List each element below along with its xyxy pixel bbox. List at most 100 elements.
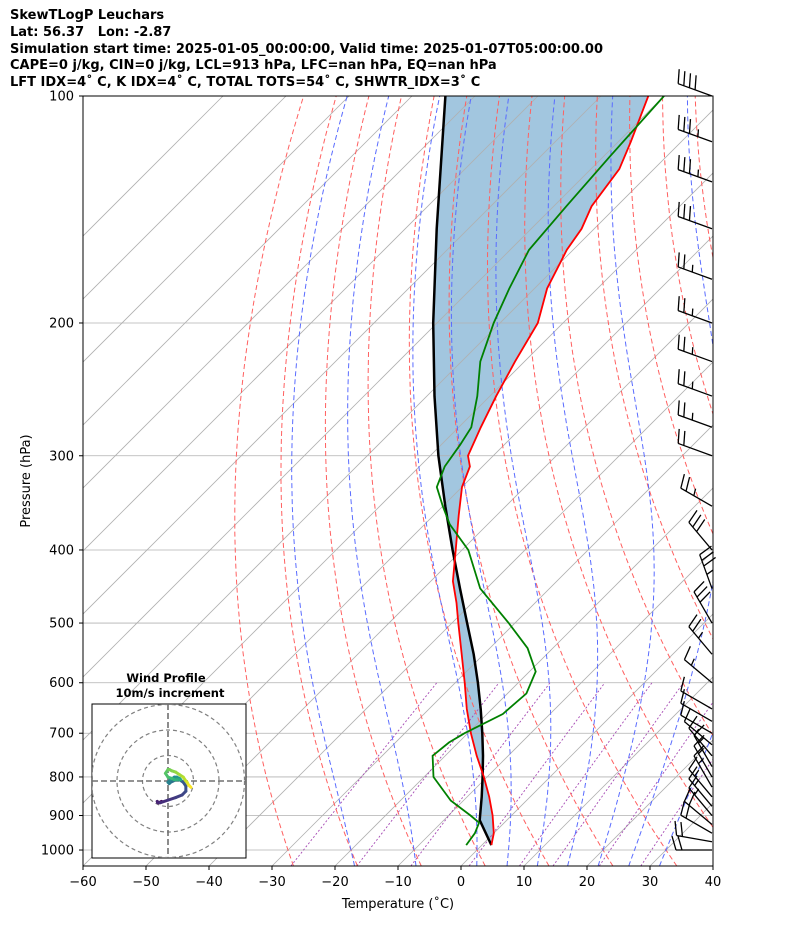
temperature-line (451, 96, 650, 846)
wind-barb (677, 114, 713, 143)
moist-adiabats (291, 96, 713, 866)
isotherm-line (83, 96, 413, 426)
isotherm-line (145, 298, 713, 866)
wind-barb (693, 744, 713, 788)
isotherm-line (83, 96, 224, 237)
wind-barb (688, 509, 713, 551)
dry-adiabat-line (280, 96, 358, 866)
y-tick-label: 200 (49, 316, 74, 331)
y-tick-label: 300 (49, 449, 74, 464)
dry-adiabat-line (367, 96, 486, 866)
moist-adiabat-line (628, 96, 713, 866)
wind-barb (671, 835, 712, 851)
isotherm-line (523, 676, 713, 866)
mixing-ratio-line (598, 701, 713, 866)
x-tick-label: −50 (132, 875, 159, 890)
isotherm-line (83, 109, 713, 741)
y-axis-label: Pressure (hPa) (19, 434, 34, 527)
moist-adiabat-line (412, 96, 478, 866)
dry-adiabat-line (694, 96, 713, 261)
mixing-ratio-lines (290, 682, 713, 866)
isotherm-line (83, 96, 539, 552)
isotherm-line (712, 865, 713, 866)
wind-barb (674, 820, 713, 843)
y-tick-label: 500 (49, 617, 74, 632)
y-tick-label: 800 (49, 770, 74, 785)
x-tick-label: 40 (705, 875, 722, 890)
y-tick-label: 400 (49, 543, 74, 558)
wind-barbs (671, 69, 716, 851)
x-axis-label: Temperature (˚C) (341, 896, 454, 912)
wind-profile-inset: Wind Profile 10m/s increment (91, 671, 247, 859)
wind-barb (683, 646, 713, 684)
x-tick-label: 10 (516, 875, 533, 890)
isotherm-line (208, 361, 713, 866)
dry-adiabat-line (728, 96, 794, 866)
wind-barb (680, 676, 713, 710)
wind-barb (677, 201, 713, 230)
location-line: Lat: 56.37 Lon: -2.87 (10, 24, 172, 40)
dry-adiabats (234, 96, 794, 866)
wind-barb (683, 708, 713, 746)
isotherm-line (271, 424, 713, 866)
dry-adiabat-line (629, 96, 713, 536)
wind-barb (677, 369, 713, 397)
chart-header: SkewTLogP Leuchars Lat: 56.37 Lon: -2.87… (10, 8, 603, 92)
axes: −60 −50 −40 −30 −20 −10 0 10 20 30 40 1000 900 800 700… (41, 90, 721, 891)
wind-barb (680, 689, 713, 722)
isotherm-line (334, 487, 713, 866)
wind-barb (677, 252, 713, 280)
wind-barb (677, 334, 713, 363)
parcel-profile-line (431, 96, 493, 846)
dry-adiabat-line (448, 96, 614, 866)
x-tick-label: −40 (195, 875, 222, 890)
dry-adiabat-line (524, 96, 713, 829)
chart-title: SkewTLogP Leuchars (10, 8, 165, 23)
dewpoint-line (431, 96, 665, 846)
y-tick-label: 1000 (41, 844, 74, 859)
sounding-profiles (431, 96, 665, 846)
isotherm-line (649, 802, 713, 866)
isotherm-line (397, 550, 713, 866)
moist-adiabat-line (291, 96, 355, 866)
wind-barb (693, 580, 713, 624)
mixing-ratio-line (410, 682, 551, 866)
dry-adiabat-line (595, 96, 713, 640)
x-tick-label: −60 (69, 875, 96, 890)
shaded-region (433, 96, 649, 846)
isotherm-line (460, 613, 713, 866)
isotherm-line (83, 96, 287, 300)
inset-subtitle: 10m/s increment (116, 686, 225, 700)
wind-barb (677, 69, 713, 97)
stability-line: CAPE=0 j/kg, CIN=0 j/kg, LCL=913 hPa, LF… (10, 58, 497, 74)
wind-barb (680, 800, 713, 834)
wind-barb (680, 700, 713, 734)
dry-adiabat-line (234, 96, 305, 866)
y-tick-label: 700 (49, 727, 74, 742)
wind-barb (680, 473, 713, 507)
dry-adiabat-line (662, 96, 713, 416)
cape-shaded-area (433, 96, 649, 846)
x-tick-label: 30 (642, 875, 659, 890)
mixing-ratio-line (519, 682, 653, 866)
mixing-ratio-line (640, 758, 713, 866)
indices-line: LFT IDX=4˚ C, K IDX=4˚ C, TOTAL TOTS=54˚… (10, 75, 481, 91)
wind-barb (677, 400, 713, 428)
moist-adiabat-line (547, 96, 599, 866)
dry-adiabat-line (486, 96, 678, 866)
isotherm-line (83, 96, 665, 678)
isotherm-line (83, 96, 350, 363)
wind-barb (688, 614, 713, 655)
x-tick-label: −30 (258, 875, 285, 890)
y-tick-label: 600 (49, 676, 74, 691)
moist-adiabat-line (347, 96, 417, 866)
time-line: Simulation start time: 2025-01-05_00:00:… (10, 41, 603, 57)
x-tick-label: 0 (457, 875, 465, 890)
x-tick-label: −20 (321, 875, 348, 890)
x-tick-label: 20 (579, 875, 596, 890)
mixing-ratio-line (552, 682, 684, 866)
moist-adiabat-line (450, 96, 512, 866)
hodograph-segment (188, 784, 193, 789)
isotherm-line (83, 96, 476, 489)
